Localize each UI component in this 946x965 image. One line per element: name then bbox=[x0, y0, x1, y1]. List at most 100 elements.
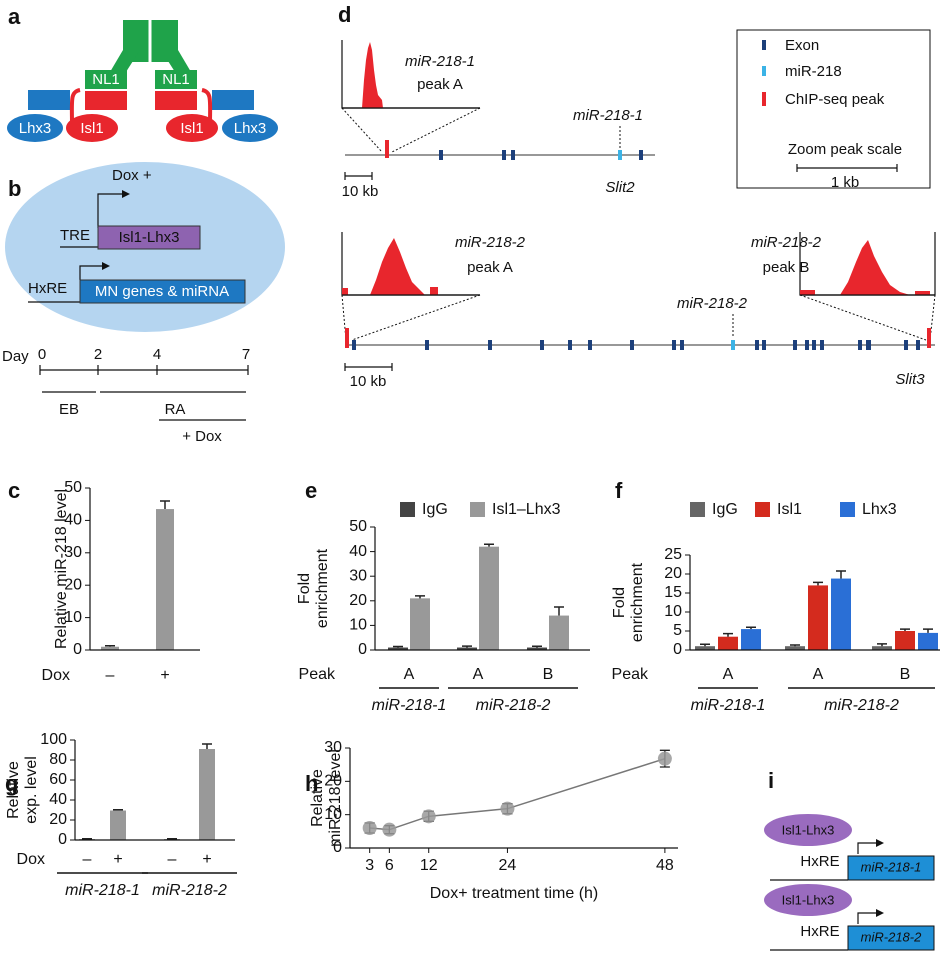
construct-box bbox=[97, 225, 201, 250]
mirna bbox=[731, 340, 735, 350]
bar bbox=[808, 585, 828, 650]
scale-bar bbox=[796, 164, 898, 172]
y-tick-label: 40 bbox=[64, 512, 82, 529]
label: miR-218-2 bbox=[677, 295, 748, 312]
label: 2 bbox=[94, 346, 102, 363]
linker bbox=[110, 50, 140, 72]
y-tick-label: 0 bbox=[58, 831, 67, 848]
legend-label: ChIP-seq peak bbox=[785, 91, 885, 108]
arrow bbox=[79, 265, 102, 280]
panel-letter: a bbox=[8, 4, 21, 29]
legend-label: IgG bbox=[712, 501, 738, 518]
error-bar bbox=[813, 581, 823, 586]
y-tick-label: 50 bbox=[64, 479, 82, 496]
y-tick-label: 30 bbox=[324, 739, 342, 756]
panel-letter: e bbox=[305, 478, 317, 503]
legend-label: miR-218 bbox=[785, 63, 842, 80]
legend-swatch bbox=[762, 40, 766, 50]
legend-swatch bbox=[470, 502, 485, 517]
x-tick-label: A bbox=[473, 666, 484, 683]
x-tick-label: A bbox=[404, 666, 415, 683]
scale-bar bbox=[344, 363, 393, 371]
zoom-peak bbox=[342, 238, 438, 295]
group-label: miR-218-2 bbox=[152, 882, 227, 899]
label: Dox + bbox=[112, 167, 152, 184]
y-axis-label: miR-218 level bbox=[327, 749, 344, 847]
label: miR-218-1 bbox=[405, 53, 475, 70]
legend-label: Lhx3 bbox=[862, 501, 897, 518]
mirna bbox=[618, 150, 622, 160]
nl1-box bbox=[85, 70, 127, 89]
arrow-head bbox=[876, 839, 884, 847]
x-tick-label: – bbox=[168, 851, 177, 868]
label: Isl1-Lhx3 bbox=[119, 229, 180, 246]
y-axis-label: Relative bbox=[5, 761, 22, 819]
bar bbox=[388, 647, 408, 650]
y-tick-label: 80 bbox=[49, 751, 67, 768]
error-bar bbox=[900, 628, 910, 631]
y-tick-label: 20 bbox=[664, 565, 682, 582]
exon bbox=[502, 150, 506, 160]
group-label: miR-218-1 bbox=[65, 882, 140, 899]
panel-letter: c bbox=[8, 478, 20, 503]
y-tick-label: 20 bbox=[349, 592, 367, 609]
category-axis-label: Dox bbox=[42, 667, 70, 684]
lhx3-box bbox=[28, 90, 70, 110]
chip-peak bbox=[385, 140, 389, 158]
x-tick-label: 6 bbox=[385, 857, 394, 874]
label: 0 bbox=[38, 346, 46, 363]
y-tick-label: 30 bbox=[64, 544, 82, 561]
label: 10 kb bbox=[342, 183, 379, 200]
bar bbox=[872, 646, 892, 650]
exons bbox=[352, 340, 920, 350]
zoom-guide bbox=[341, 107, 383, 153]
label: miR-218-1 bbox=[861, 859, 922, 874]
point bbox=[657, 751, 672, 766]
label: HxRE bbox=[800, 923, 839, 940]
y-tick-label: 20 bbox=[49, 811, 67, 828]
y-tick-label: 0 bbox=[73, 641, 82, 658]
x-tick-label: 48 bbox=[656, 857, 674, 874]
legend-swatch bbox=[840, 502, 855, 517]
error-bar bbox=[393, 645, 403, 648]
error-bar bbox=[113, 809, 123, 811]
point bbox=[382, 822, 397, 837]
zoom-frame bbox=[341, 40, 480, 109]
error-bar bbox=[484, 543, 494, 547]
x-tick-label: + bbox=[113, 851, 122, 868]
y-tick-label: 10 bbox=[349, 617, 367, 634]
lim-box bbox=[85, 91, 127, 110]
arrow-head bbox=[122, 190, 130, 198]
zoom-peak bbox=[800, 240, 930, 295]
legend-label: Isl1 bbox=[777, 501, 802, 518]
panel-letter: g bbox=[5, 771, 18, 796]
error-bar bbox=[746, 626, 756, 630]
x-tick-label: B bbox=[900, 666, 911, 683]
label: HxRE bbox=[28, 280, 67, 297]
factor bbox=[764, 884, 852, 916]
legend-label: IgG bbox=[422, 501, 448, 518]
arrow bbox=[857, 842, 876, 854]
panel-i: i Isl1-Lhx3 HxRE miR-218-1 Isl1-Lhx3 HxR… bbox=[764, 768, 935, 951]
exon bbox=[511, 150, 515, 160]
scale-bar bbox=[344, 172, 373, 180]
bar bbox=[785, 646, 805, 650]
y-tick-label: 20 bbox=[324, 773, 342, 790]
label: Isl1 bbox=[180, 120, 203, 137]
label: miR-218-2 bbox=[751, 234, 822, 251]
label: Lhx3 bbox=[19, 120, 52, 137]
y-tick-label: 40 bbox=[349, 543, 367, 560]
chip-peak bbox=[927, 328, 931, 348]
y-tick-label: 10 bbox=[324, 806, 342, 823]
legend-swatch bbox=[690, 502, 705, 517]
panel-letter: d bbox=[338, 2, 351, 27]
y-tick-label: 60 bbox=[49, 771, 67, 788]
y-tick-label: 50 bbox=[349, 518, 367, 535]
panel-d: d Exon miR-218 ChIP-seq peak Zoom peak s… bbox=[338, 2, 936, 390]
bar bbox=[895, 631, 915, 650]
arrow bbox=[97, 193, 122, 228]
y-tick-label: 20 bbox=[64, 576, 82, 593]
label: miR-218-2 bbox=[455, 234, 526, 251]
bar bbox=[527, 647, 547, 650]
label: Lhx3 bbox=[234, 120, 267, 137]
